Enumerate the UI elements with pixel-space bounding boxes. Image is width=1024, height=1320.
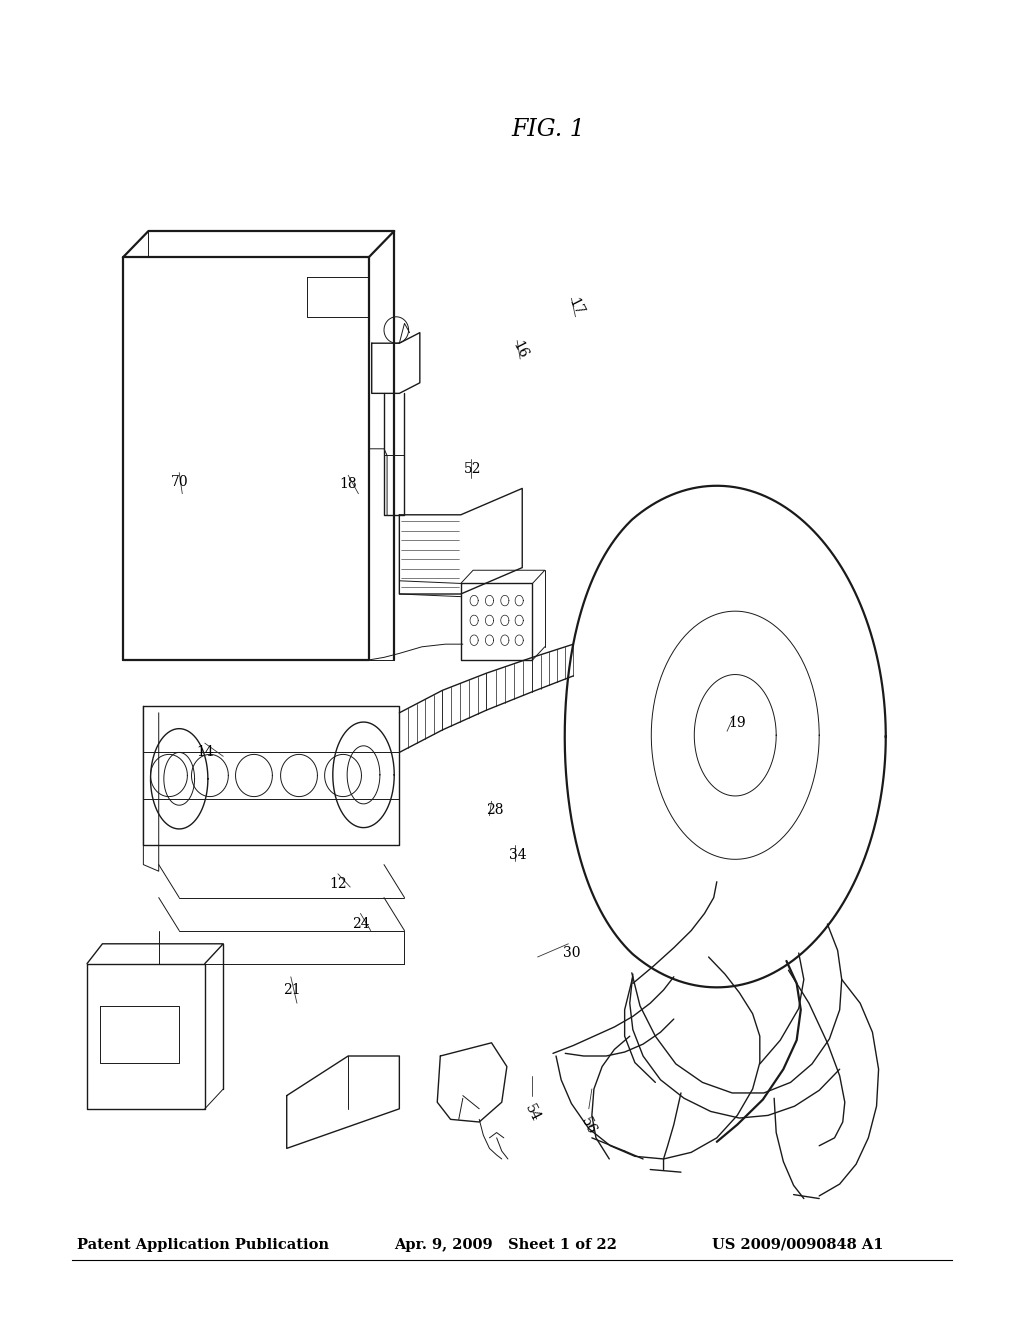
- Text: 28: 28: [485, 804, 504, 817]
- Text: 14: 14: [196, 746, 214, 759]
- Text: 34: 34: [509, 849, 527, 862]
- Text: US 2009/0090848 A1: US 2009/0090848 A1: [712, 1238, 883, 1251]
- Text: 21: 21: [283, 983, 301, 997]
- Text: 16: 16: [510, 339, 530, 360]
- Text: Patent Application Publication: Patent Application Publication: [77, 1238, 329, 1251]
- Text: 30: 30: [562, 946, 581, 960]
- Text: 52: 52: [464, 462, 482, 475]
- Text: 17: 17: [565, 297, 586, 318]
- Text: 12: 12: [329, 878, 347, 891]
- Text: 54: 54: [522, 1102, 543, 1123]
- Text: 56: 56: [579, 1115, 599, 1137]
- Text: 19: 19: [728, 717, 746, 730]
- Text: 24: 24: [351, 917, 370, 931]
- Text: 70: 70: [170, 475, 188, 488]
- Text: Apr. 9, 2009   Sheet 1 of 22: Apr. 9, 2009 Sheet 1 of 22: [394, 1238, 617, 1251]
- Text: 18: 18: [339, 478, 357, 491]
- Text: FIG. 1: FIG. 1: [511, 117, 585, 141]
